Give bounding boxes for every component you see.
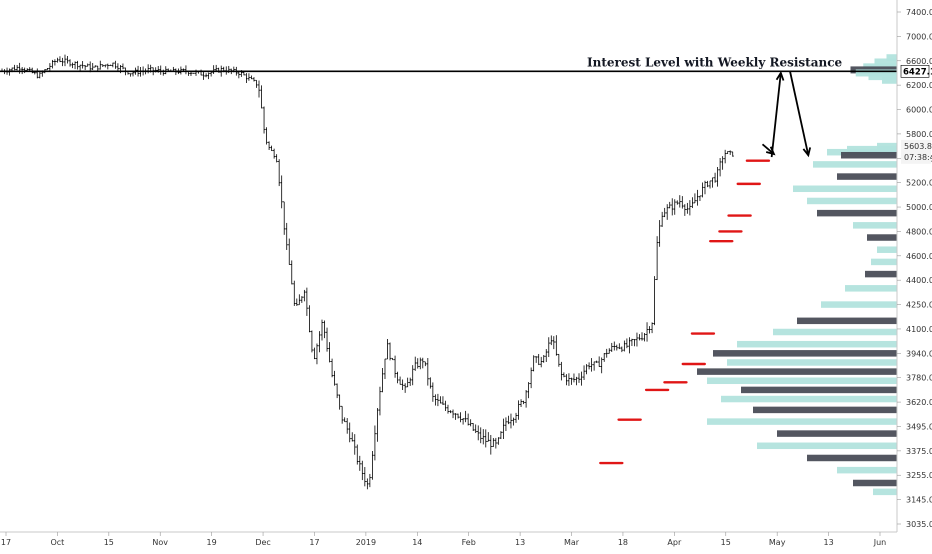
y-axis-ticks: 7400.00 7000.00 6600.00 6200.00 6000.00 5800.… <box>897 8 932 529</box>
y-tick-label: 3780.00 <box>906 374 932 383</box>
y-tick-label: 3620.00 <box>906 398 932 407</box>
y-tick-label: 6000.00 <box>906 106 932 115</box>
volume-bar <box>721 395 897 403</box>
volume-bar <box>855 69 897 77</box>
x-tick-label: Feb <box>462 538 476 547</box>
projection-arrow <box>789 70 810 156</box>
x-tick-label: 17 <box>309 538 319 547</box>
volume-bar <box>873 488 897 496</box>
y-tick-label: 3145.00 <box>906 496 932 505</box>
volume-bar <box>737 340 897 348</box>
volume-bar <box>874 58 897 66</box>
volume-bar <box>813 161 897 168</box>
support-marks <box>599 159 771 465</box>
x-tick-label: Dec <box>255 538 270 547</box>
projection-arrow-head <box>765 146 776 156</box>
volume-bar <box>877 246 897 253</box>
projection-arrow-head <box>802 147 812 158</box>
volume-bar <box>797 317 897 325</box>
y-tick-label: 3495.00 <box>906 422 932 431</box>
y-tick-label: 5800.00 <box>906 130 932 139</box>
projection-arrows <box>761 70 812 158</box>
resistance-badge-label: 6427.16 <box>903 67 932 77</box>
volume-bar <box>845 285 897 292</box>
volume-bar <box>777 430 897 437</box>
projection-arrow-head <box>775 70 785 81</box>
current-price-badge: 5603.84 07:38:40 <box>901 139 932 164</box>
volume-bar <box>871 258 897 266</box>
volume-bar <box>886 54 897 62</box>
volume-bar <box>882 76 897 84</box>
volume-bar <box>713 350 897 357</box>
y-tick-label: 4100.00 <box>906 325 932 334</box>
x-tick-label: 2019 <box>356 538 376 547</box>
y-tick-label: 3375.00 <box>906 447 932 456</box>
x-axis-ticks: 17 Oct 15 Nov 19 Dec 17 2019 14 Feb 13 Mar 18 Apr 15 Ma… <box>1 532 886 547</box>
y-tick-label: 5200.00 <box>906 179 932 188</box>
volume-bar <box>707 377 897 385</box>
volume-bar <box>841 151 897 159</box>
resistance-line-group: Interest Level with Weekly Resistance <box>0 55 897 73</box>
y-tick-label: 4400.00 <box>906 276 932 285</box>
x-tick-label: 14 <box>412 538 422 547</box>
y-tick-label: 3255.00 <box>906 471 932 480</box>
volume-bar <box>868 73 897 81</box>
y-tick-label: 3940.00 <box>906 349 932 358</box>
volume-bar <box>853 222 897 229</box>
y-tick-label: 5000.00 <box>906 203 932 212</box>
volume-bar <box>753 406 897 414</box>
volume-bar <box>817 209 897 217</box>
volume-bar <box>867 234 897 241</box>
x-tick-label: Apr <box>667 538 682 547</box>
volume-bar <box>853 479 897 487</box>
projection-arrow <box>761 143 775 155</box>
y-tick-label: 4800.00 <box>906 227 932 236</box>
y-tick-label: 4250.00 <box>906 301 932 310</box>
volume-bar <box>773 328 897 336</box>
resistance-annotation: Interest Level with Weekly Resistance <box>587 55 843 69</box>
volume-profile <box>697 54 897 496</box>
y-tick-label: 6600.00 <box>906 57 932 66</box>
x-tick-label: 13 <box>823 538 833 547</box>
y-tick-label: 6200.00 <box>906 81 932 90</box>
projection-arrow <box>770 72 782 158</box>
current-price-label: 5603.84 <box>904 142 932 151</box>
y-tick-label: 4600.00 <box>906 252 932 261</box>
volume-bar <box>757 442 897 450</box>
volume-bar <box>821 301 897 308</box>
resistance-badge: 6427.16 <box>900 64 932 78</box>
x-tick-label: May <box>769 538 786 547</box>
x-tick-label: Nov <box>152 538 168 547</box>
volume-bar <box>807 454 897 462</box>
y-tick-label: 7400.00 <box>906 8 932 17</box>
price-badges: 6427.16 5603.84 07:38:40 <box>900 64 932 164</box>
x-tick-label: Jun <box>873 538 887 547</box>
volume-bar <box>697 368 897 375</box>
volume-bar <box>727 359 897 366</box>
price-series <box>0 54 734 490</box>
volume-bar <box>837 466 897 474</box>
x-tick-label: 19 <box>207 538 217 547</box>
x-tick-label: 15 <box>104 538 114 547</box>
volume-bar <box>807 197 897 205</box>
volume-bar <box>793 185 897 193</box>
volume-bar <box>837 173 897 180</box>
x-tick-label: Oct <box>50 538 64 547</box>
x-tick-label: 17 <box>1 538 11 547</box>
y-tick-label: 7000.00 <box>906 32 932 41</box>
volume-bar <box>707 418 897 425</box>
x-tick-label: Mar <box>564 538 580 547</box>
x-tick-label: 18 <box>618 538 628 547</box>
volume-bar <box>741 386 897 394</box>
x-tick-label: 15 <box>721 538 731 547</box>
x-tick-label: 13 <box>515 538 525 547</box>
countdown-label: 07:38:40 <box>904 153 932 162</box>
y-tick-label: 3035.00 <box>906 520 932 529</box>
volume-bar <box>865 270 897 278</box>
